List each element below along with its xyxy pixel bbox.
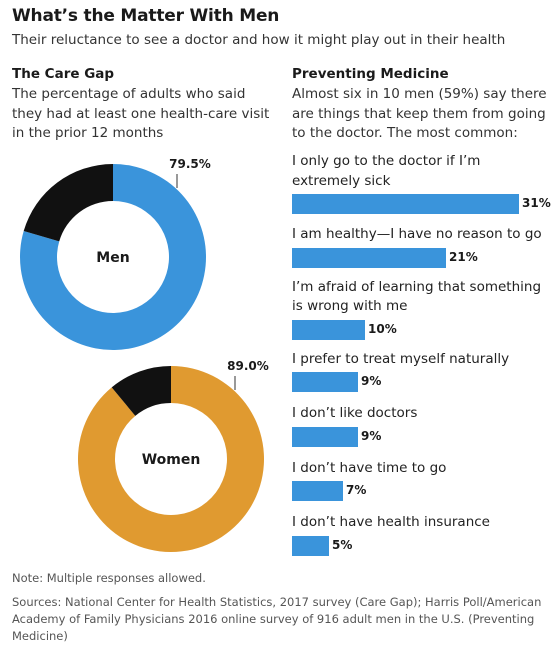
donut-slice-men-no-visit [23, 164, 113, 242]
care-gap-donut-charts: Men 79.5% Women 89.0% [19, 157, 269, 552]
bar-category-label: I don’t have time to go [292, 459, 447, 476]
donut-center-label-men: Men [96, 250, 129, 266]
bar-item: I only go to the doctor if I’m extremely… [292, 152, 554, 214]
donut-center-label-women: Women [142, 452, 201, 468]
bar [292, 194, 519, 214]
bar-item: I don’t like doctors 9% [292, 404, 554, 447]
bar-item: I prefer to treat myself naturally 9% [292, 350, 554, 392]
care-gap-description: The percentage of adults who said they h… [12, 86, 270, 141]
chart-sources: Sources: National Center for Health Stat… [12, 595, 542, 643]
bar [292, 535, 329, 556]
bar [292, 372, 358, 392]
bar [292, 247, 446, 268]
bar-value-label: 7% [346, 483, 367, 497]
donut-value-label-men: 79.5% [169, 157, 211, 171]
bar [292, 319, 365, 340]
bar-item: I am healthy—I have no reason to go 21% [292, 225, 554, 268]
chart-title: What’s the Matter With Men [12, 6, 280, 26]
bar-item: I’m afraid of learning that something is… [292, 278, 554, 340]
bar-row: 21% [292, 247, 554, 268]
bar [292, 426, 358, 447]
bar-value-label: 10% [368, 321, 397, 336]
preventing-medicine-bar-chart: I only go to the doctor if I’m extremely… [292, 152, 554, 556]
bar-category-label: I don’t like doctors [292, 405, 418, 421]
donut-slice-women-visit [78, 366, 265, 552]
bar-category-label: I only go to the doctor if I’m extremely… [292, 153, 481, 189]
donut-women: Women 89.0% [78, 359, 269, 552]
bar-row: 10% [292, 319, 554, 340]
bar-category-label: I am healthy—I have no reason to go [292, 226, 542, 242]
bar-row: 9% [292, 372, 554, 392]
bar-row: 31% [292, 194, 554, 214]
bar-row: 9% [292, 426, 554, 447]
preventing-medicine-description: Almost six in 10 men (59%) say there are… [292, 86, 547, 141]
bar-value-label: 9% [361, 374, 382, 388]
bar-value-label: 21% [449, 249, 478, 264]
donut-slice-women-no-visit [111, 366, 171, 416]
bar-category-label: I don’t have health insurance [292, 514, 490, 530]
donut-men: Men 79.5% [19, 157, 211, 350]
bar [292, 481, 343, 501]
bar-item: I don’t have time to go 7% [292, 459, 554, 501]
preventing-medicine-title: Preventing Medicine [292, 66, 449, 82]
bar-category-label: I prefer to treat myself naturally [292, 350, 510, 367]
care-gap-title: The Care Gap [12, 66, 115, 82]
donut-slice-men-visit [19, 164, 207, 350]
bar-row: 7% [292, 481, 554, 501]
bar-category-label: I’m afraid of learning that something is… [292, 278, 542, 315]
bar-row: 5% [292, 535, 554, 556]
bar-value-label: 9% [361, 428, 382, 443]
bar-value-label: 5% [332, 537, 353, 552]
chart-note: Note: Multiple responses allowed. [12, 571, 206, 585]
bar-item: I don’t have health insurance 5% [292, 513, 554, 556]
bar-value-label: 31% [522, 196, 551, 210]
chart-subtitle: Their reluctance to see a doctor and how… [12, 32, 506, 48]
donut-value-label-women: 89.0% [227, 359, 269, 373]
